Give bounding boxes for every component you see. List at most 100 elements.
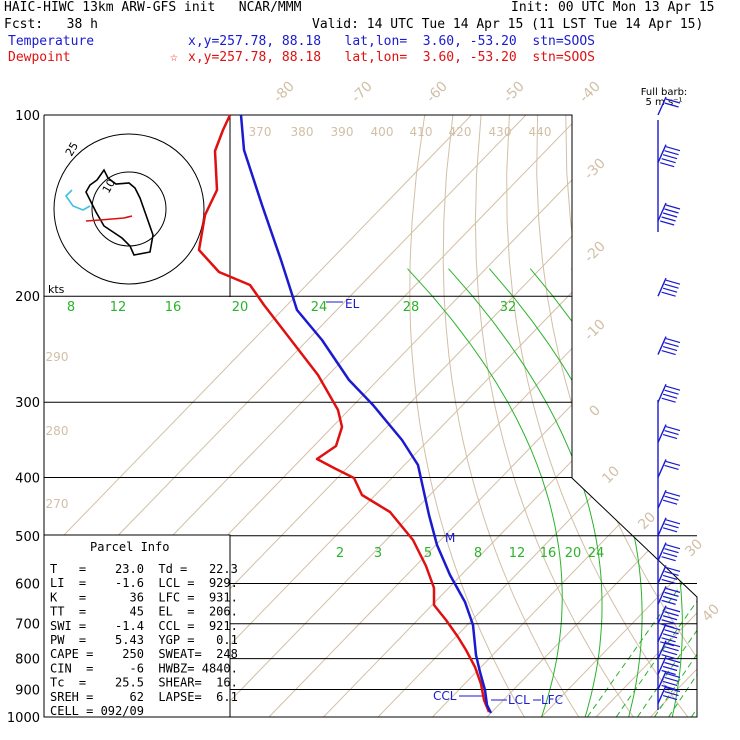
wind-barb-flag (661, 654, 676, 660)
wind-barb-shaft (657, 565, 667, 584)
wind-barb-legend-label: Full barb: (641, 87, 688, 98)
dry-adiabat (536, 115, 697, 717)
wind-barb-flag (665, 672, 681, 679)
theta-label: 400 (371, 125, 394, 139)
wind-barb-flag (661, 637, 676, 643)
isotherm-line (323, 115, 697, 717)
wind-barb-flag (662, 345, 678, 352)
wind-barb-flag (664, 495, 679, 501)
wind-barb-flag (662, 633, 678, 639)
wind-barb-shaft (657, 671, 667, 690)
wind-barb-flag (664, 389, 679, 395)
mixing-ratio-label: 24 (588, 546, 605, 561)
isotherm-label: 0 (586, 402, 604, 420)
moist-adiabat (448, 268, 603, 717)
wind-barb-flag (662, 552, 678, 558)
isotherm-label: -60 (423, 78, 450, 105)
dry-adiabat (565, 115, 697, 717)
hodograph-units: kts (48, 283, 65, 296)
wind-barb (657, 459, 681, 478)
isotherm-label: 30 (682, 536, 706, 560)
wind-barb-flag (665, 279, 681, 285)
wind-barb-shaft (657, 424, 667, 443)
wind-barb-shaft (657, 96, 667, 116)
mixing-ratio-line (725, 402, 740, 717)
dewpoint-line (197, 114, 491, 713)
theta-label: 270 (46, 497, 69, 511)
wind-barb-shaft (657, 459, 667, 478)
wind-barb-flag (665, 519, 681, 525)
wind-barb-flag (664, 691, 679, 697)
lcl-marker-label: LCL (508, 693, 530, 707)
wind-barb-flag (664, 611, 679, 617)
parcel-info-box: Parcel Info T = 23.0 Td = 22.3LI = -1.6 L… (43, 534, 238, 718)
wind-barb-flag (665, 687, 681, 693)
parcel-info-row: Tc = 25.5 SHEAR= 16. (50, 676, 238, 690)
wind-barb-flag (661, 599, 676, 605)
temperature-legend-info: x,y=257.78, 88.18 lat,lon= 3.60, -53.20 … (188, 34, 595, 49)
mixing-ratio-label: 5 (424, 546, 432, 561)
header-init: Init: 00 UTC Mon 13 Apr 15 (511, 0, 715, 15)
mixing-ratio-label: 8 (67, 300, 75, 315)
wind-barb-flag (665, 544, 681, 550)
isotherm-label: -80 (270, 78, 297, 105)
pressure-tick-label: 700 (15, 618, 40, 633)
theta-label: 410 (410, 125, 433, 139)
header-forecast: Fcst: 38 h (4, 17, 98, 32)
dry-adiabat (735, 115, 740, 717)
isotherm-label: 40 (699, 601, 723, 625)
isotherm-label: -10 (581, 316, 608, 343)
wind-barb-flag (661, 619, 676, 625)
isotherm-label: -50 (500, 78, 527, 105)
mixing-ratio-line (586, 401, 697, 717)
wind-barb-flag (661, 397, 676, 403)
wind-barb (657, 542, 681, 562)
mixing-ratio-label: 20 (565, 546, 582, 561)
isotherm-line (268, 115, 697, 717)
wind-barb-flag (662, 433, 678, 440)
isotherm-label: -70 (348, 78, 375, 105)
parcel-info-row: CIN = -6 HWBZ= 4840. (50, 661, 238, 675)
isotherm-line (541, 115, 697, 717)
wind-barb-flag (662, 574, 678, 581)
wind-barb-shaft (657, 542, 667, 561)
wind-barb-flag (661, 349, 676, 356)
pressure-tick-label: 300 (15, 396, 40, 411)
theta-label: 430 (489, 125, 512, 139)
wind-barb-flag (665, 337, 681, 344)
mixing-ratio-label: 16 (165, 300, 182, 315)
dewpoint-legend-label: Dewpoint (8, 50, 71, 65)
wind-barb-flag (662, 680, 678, 687)
wind-barb (657, 565, 681, 585)
wind-barb-flag (665, 460, 681, 467)
moist-adiabat (407, 268, 563, 717)
wind-barb (657, 640, 681, 660)
wind-barb (657, 277, 681, 297)
wind-barb-flag (665, 587, 681, 593)
mixing-ratio-label: 20 (232, 300, 249, 315)
dewpoint-legend-info: x,y=257.78, 88.18 lat,lon= 3.60, -53.20 … (188, 50, 595, 65)
mixing-ratio-label: 16 (540, 546, 557, 561)
pressure-tick-label: 800 (15, 653, 40, 668)
mixing-ratio-label: 28 (403, 300, 420, 315)
sounding-profiles (197, 114, 493, 714)
wind-barb-flag (665, 607, 681, 613)
wind-barb-flag (662, 595, 678, 601)
dry-adiabat (678, 115, 697, 717)
wind-barb-flag (665, 657, 681, 664)
hodograph-ring-label: 25 (63, 140, 81, 159)
wind-barb-flag (664, 283, 679, 289)
parcel-info-row: CAPE = 250 SWEAT= 248 (50, 647, 238, 661)
temperature-legend-label: Temperature (8, 34, 95, 49)
isotherm-line (705, 115, 740, 717)
parcel-info-row: TT = 45 EL = 206. (50, 605, 238, 619)
wind-barb-flag (661, 578, 676, 585)
parcel-info-row: K = 36 LFC = 931. (50, 590, 238, 604)
wind-barb-flag (664, 150, 679, 156)
hodograph-shear (85, 215, 133, 222)
isotherm-label: 20 (635, 509, 659, 533)
wind-barb-flag (665, 385, 681, 391)
pressure-tick-label: 500 (15, 530, 40, 545)
